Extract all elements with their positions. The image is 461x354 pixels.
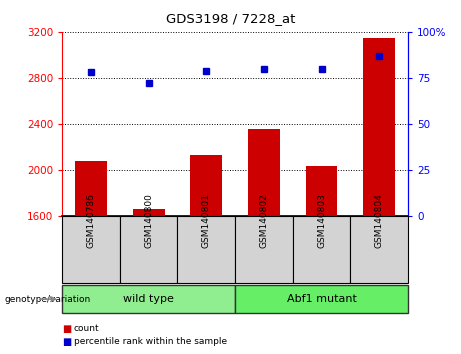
Bar [306, 166, 337, 216]
Text: genotype/variation: genotype/variation [5, 295, 91, 304]
Text: Abf1 mutant: Abf1 mutant [287, 294, 356, 304]
Text: GSM140802: GSM140802 [260, 194, 268, 248]
Text: ■: ■ [62, 337, 71, 347]
Bar [133, 209, 165, 216]
Text: percentile rank within the sample: percentile rank within the sample [74, 337, 227, 346]
Text: GSM140786: GSM140786 [87, 193, 95, 248]
Text: GSM140800: GSM140800 [144, 193, 153, 248]
Text: ■: ■ [62, 324, 71, 333]
Text: GSM140803: GSM140803 [317, 193, 326, 248]
Bar [248, 129, 280, 216]
Bar [120, 216, 177, 283]
Text: GDS3198 / 7228_at: GDS3198 / 7228_at [166, 12, 295, 25]
Bar [235, 216, 293, 283]
Text: GSM140804: GSM140804 [375, 194, 384, 248]
Bar [62, 216, 120, 283]
Bar [62, 285, 235, 313]
Text: GSM140801: GSM140801 [202, 193, 211, 248]
Bar [293, 216, 350, 283]
Bar [235, 285, 408, 313]
Bar [350, 216, 408, 283]
Bar [190, 155, 222, 216]
Text: wild type: wild type [123, 294, 174, 304]
Bar [177, 216, 235, 283]
Bar [363, 38, 395, 216]
Text: count: count [74, 324, 100, 333]
Bar [75, 161, 107, 216]
